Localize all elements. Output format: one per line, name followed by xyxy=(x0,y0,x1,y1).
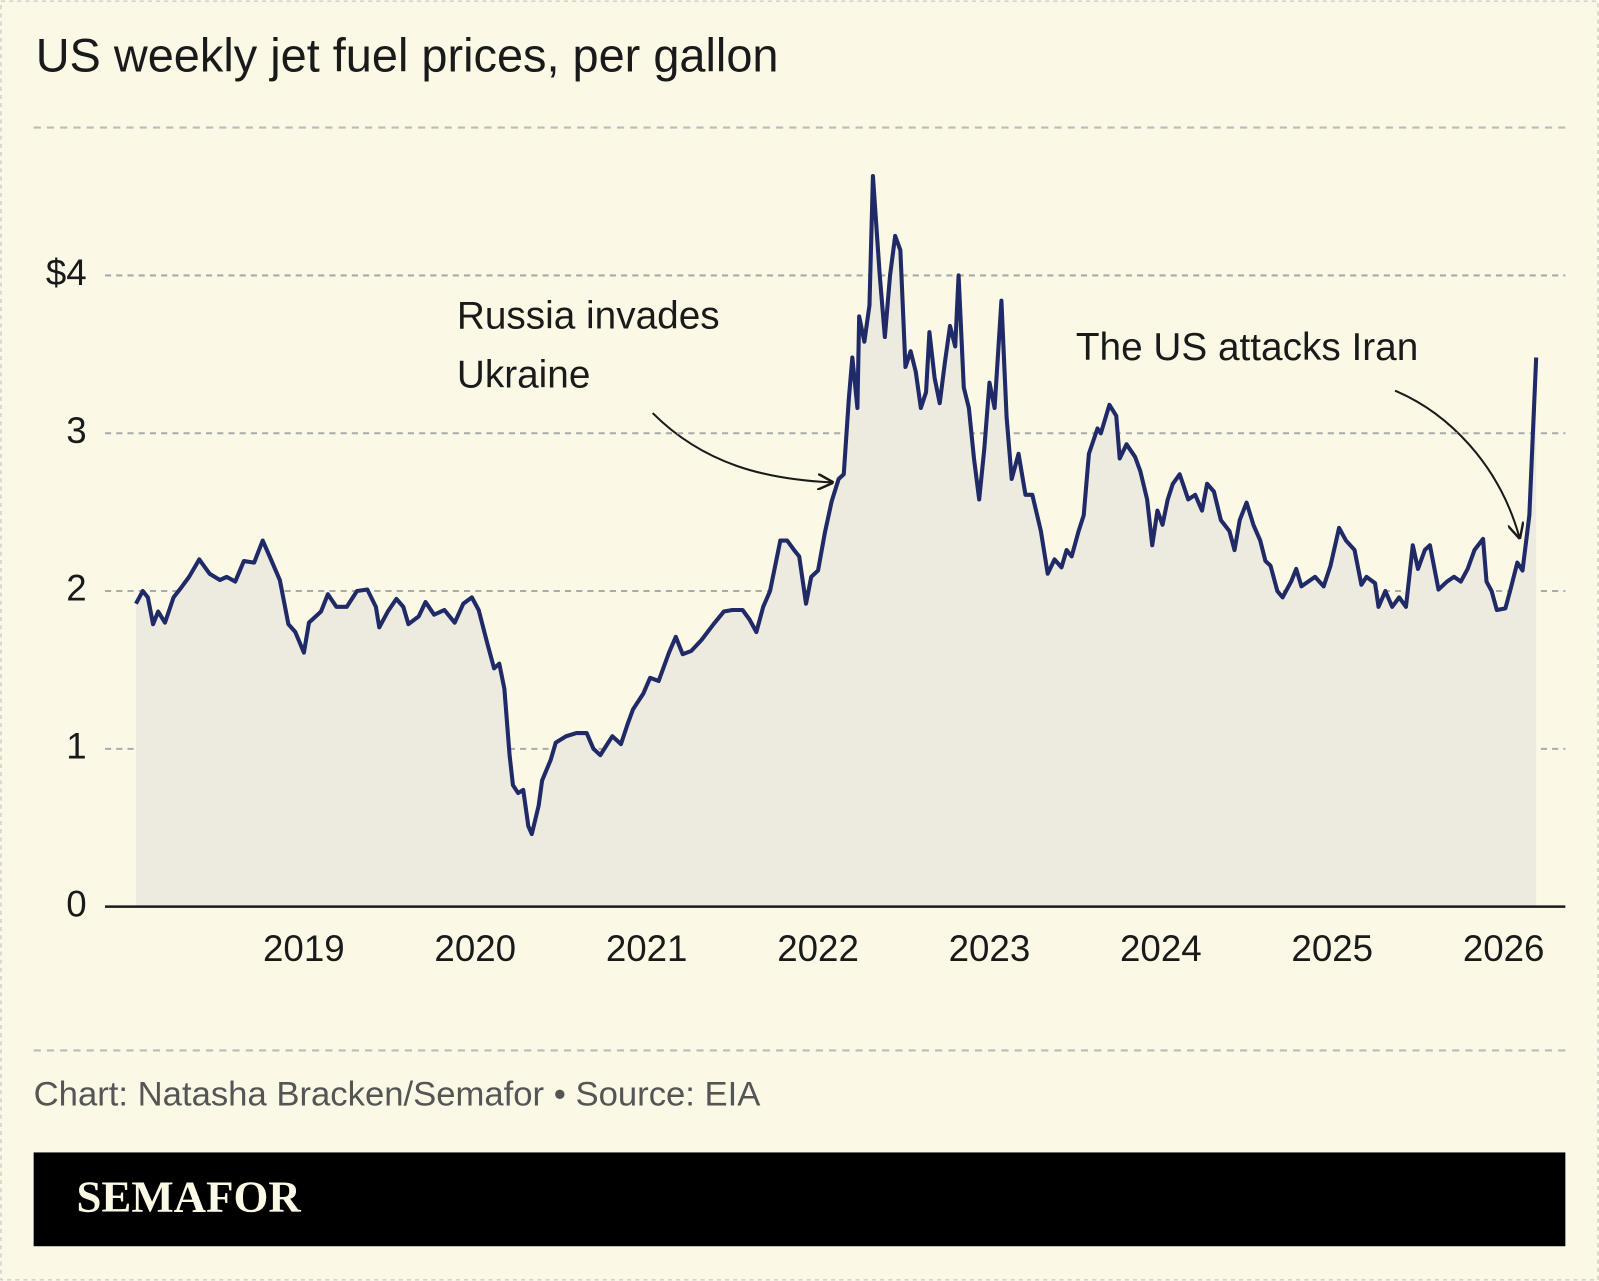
y-tick-label: 3 xyxy=(66,410,86,451)
x-tick-label: 2022 xyxy=(777,928,859,969)
line xyxy=(134,173,1539,837)
annotation-arrow xyxy=(1394,389,1519,538)
y-tick-label: $4 xyxy=(46,252,87,293)
annotation-arrow xyxy=(651,412,832,482)
brand-logo: SEMAFOR xyxy=(76,1172,301,1222)
x-tick-label: 2026 xyxy=(1463,928,1545,969)
x-tick-label: 2021 xyxy=(606,928,688,969)
annotation: Russia invades xyxy=(457,294,720,337)
annotation: Ukraine xyxy=(457,354,591,397)
x-tick-label: 2024 xyxy=(1120,928,1202,969)
annotation: The US attacks Iran xyxy=(1076,326,1418,369)
y-tick-label: 0 xyxy=(66,883,86,924)
y-tick-label: 1 xyxy=(66,726,86,767)
area xyxy=(135,175,1537,907)
source-note: Chart: Natasha Bracken/Semafor • Source:… xyxy=(34,1075,762,1113)
chart-title: US weekly jet fuel prices, per gallon xyxy=(36,30,779,82)
x-tick-label: 2020 xyxy=(434,928,516,969)
x-tick-label: 2019 xyxy=(263,928,345,969)
x-tick-label: 2023 xyxy=(949,928,1031,969)
x-tick-label: 2025 xyxy=(1291,928,1373,969)
brand-bar xyxy=(33,1152,1566,1247)
plot-area: 0 1 2 3 $4 2019 2020 2021 2022 2023 2024 2025 2026 Ru… xyxy=(46,173,1566,969)
y-tick-label: 2 xyxy=(66,568,86,609)
